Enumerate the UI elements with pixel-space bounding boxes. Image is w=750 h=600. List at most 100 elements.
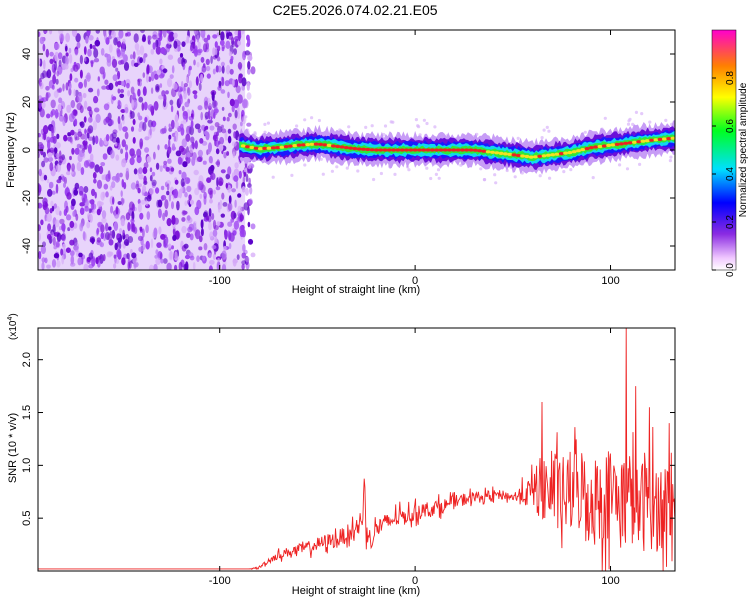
noise-speckle	[89, 43, 93, 50]
noise-speckle	[210, 156, 213, 164]
noise-speckle	[125, 151, 129, 161]
noise-speckle	[74, 77, 79, 83]
noise-speckle	[170, 119, 175, 130]
noise-speckle	[243, 172, 247, 177]
noise-speckle	[88, 208, 92, 214]
noise-speckle	[121, 139, 127, 148]
noise-speckle	[100, 232, 105, 240]
trace-core-dot	[283, 145, 289, 149]
noise-speckle	[224, 130, 228, 141]
noise-speckle	[166, 30, 170, 34]
noise-speckle	[168, 127, 173, 132]
noise-speckle	[223, 245, 227, 252]
trace-core-dot	[270, 146, 276, 150]
noise-speckle	[79, 144, 84, 149]
noise-speckle	[111, 132, 117, 139]
noise-speckle	[75, 213, 79, 221]
noise-speckle	[196, 255, 200, 262]
noise-speckle	[211, 213, 215, 220]
noise-speckle	[67, 227, 71, 232]
y-tick-label: 2.0	[21, 352, 33, 367]
trace-core-dot	[429, 148, 435, 152]
noise-speckle	[39, 36, 45, 45]
snr-panel: -100 0 100 0.5 1.0 1.5 2.0 Height of straight …	[7, 313, 676, 597]
y-tick-label: 40	[21, 48, 33, 60]
noise-speckle	[140, 199, 146, 205]
noise-speckle	[218, 181, 223, 187]
faint-speckle	[545, 125, 549, 129]
noise-speckle	[95, 30, 100, 34]
noise-speckle	[68, 54, 73, 64]
noise-speckle	[78, 81, 83, 89]
noise-speckle	[221, 65, 225, 74]
noise-speckle	[96, 88, 100, 97]
noise-speckle	[53, 245, 57, 250]
noise-speckle	[226, 151, 230, 156]
noise-speckle	[38, 95, 43, 100]
noise-speckle	[242, 244, 246, 252]
noise-speckle	[87, 144, 92, 154]
noise-speckle	[90, 60, 94, 68]
noise-speckle	[51, 259, 57, 268]
noise-speckle	[200, 219, 204, 229]
trace-core-dot	[619, 142, 624, 146]
noise-speckle	[226, 116, 230, 122]
noise-speckle	[74, 48, 79, 56]
noise-speckle	[52, 74, 56, 85]
trace-core-dot	[240, 144, 246, 148]
noise-speckle	[221, 46, 225, 52]
colorbar-label: Normalized spectral amplitude	[738, 82, 749, 217]
faint-speckle	[433, 125, 437, 129]
noise-speckle	[240, 121, 243, 127]
noise-speckle	[140, 30, 145, 34]
noise-speckle	[174, 251, 178, 261]
noise-speckle	[247, 206, 250, 216]
noise-speckle	[74, 147, 80, 155]
faint-speckle	[540, 136, 544, 140]
noise-speckle	[56, 179, 62, 184]
noise-speckle	[78, 252, 83, 258]
noise-speckle	[133, 62, 139, 67]
noise-speckle	[108, 35, 112, 40]
noise-speckle	[212, 189, 216, 195]
noise-speckle	[43, 174, 48, 181]
noise-speckle	[129, 157, 135, 166]
noise-speckle	[116, 249, 122, 259]
noise-speckle	[193, 93, 198, 100]
noise-speckle	[43, 30, 48, 34]
noise-speckle	[210, 55, 213, 64]
noise-speckle	[102, 73, 106, 80]
noise-speckle	[82, 92, 87, 99]
noise-speckle	[122, 115, 125, 125]
noise-speckle	[142, 184, 147, 193]
noise-speckle	[120, 81, 125, 87]
noise-speckle	[96, 200, 102, 208]
noise-speckle	[152, 34, 158, 40]
trace-core-dot	[343, 146, 349, 150]
noise-speckle	[58, 52, 63, 60]
noise-speckle	[120, 89, 124, 93]
noise-speckle	[213, 100, 218, 108]
noise-speckle	[143, 175, 147, 184]
noise-speckle	[115, 206, 119, 215]
noise-speckle	[158, 226, 162, 235]
noise-speckle	[139, 226, 143, 231]
faint-speckle	[569, 168, 573, 172]
trace-core-dot	[442, 148, 448, 152]
noise-speckle	[234, 199, 237, 208]
noise-speckle	[125, 212, 131, 221]
noise-speckle	[139, 212, 144, 220]
noise-speckle	[83, 263, 89, 270]
noise-speckle	[245, 173, 249, 183]
noise-speckle	[189, 126, 195, 136]
faint-speckle	[422, 118, 426, 122]
noise-speckle	[49, 30, 53, 35]
noise-speckle	[217, 125, 223, 133]
noise-speckle	[233, 220, 240, 230]
noise-speckle	[181, 138, 187, 148]
noise-speckle	[53, 147, 58, 154]
noise-speckle	[46, 113, 51, 119]
noise-speckle	[141, 102, 145, 111]
trace-core-dot	[425, 148, 431, 152]
trace-core-dot	[528, 155, 534, 159]
